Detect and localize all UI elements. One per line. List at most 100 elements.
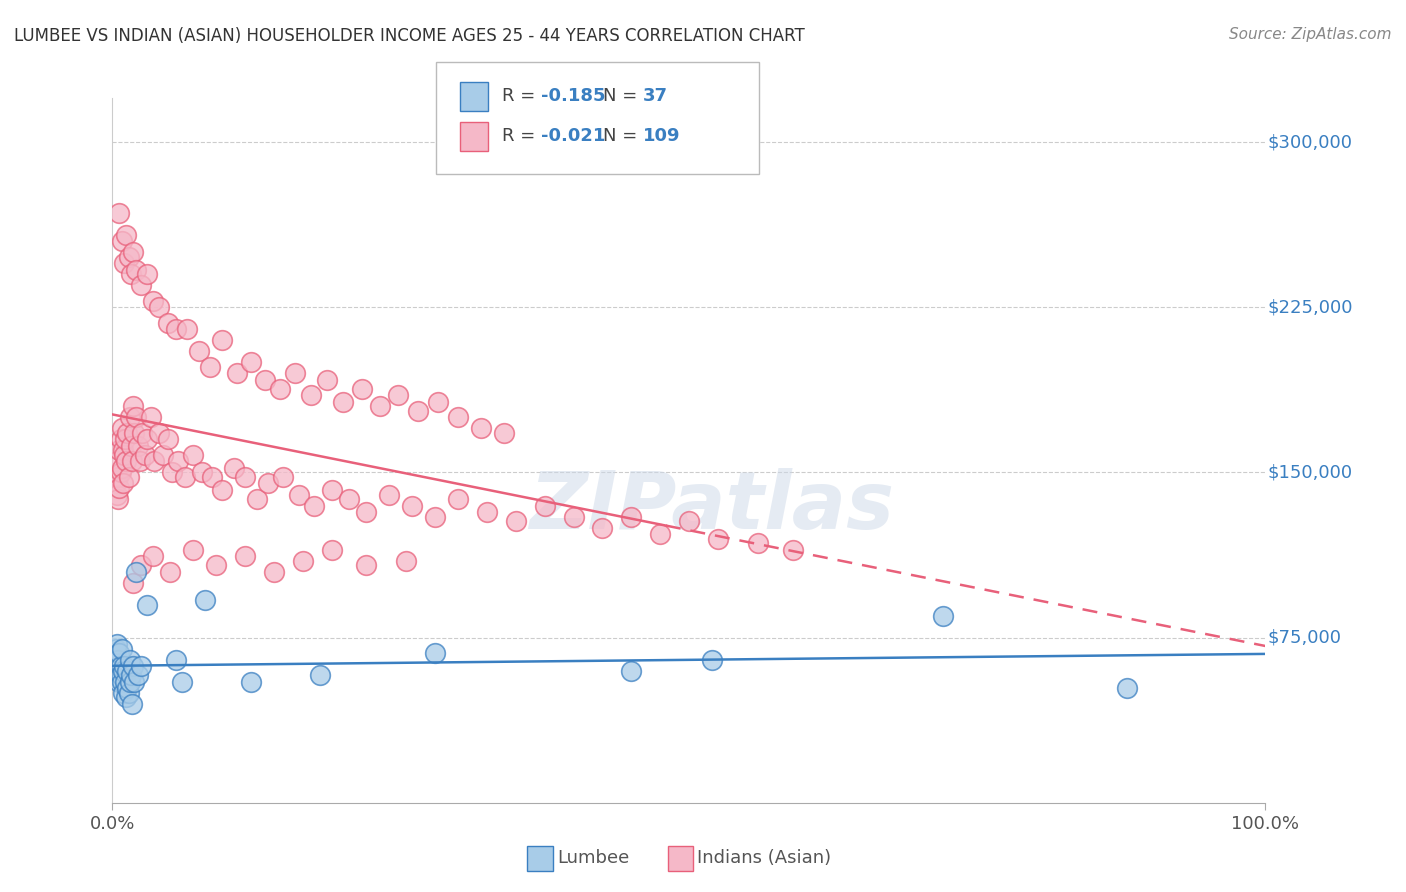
Point bbox=[115, 454, 138, 468]
Point bbox=[105, 487, 128, 501]
Point bbox=[107, 491, 129, 506]
Point bbox=[112, 256, 135, 270]
Point bbox=[304, 499, 326, 513]
Point bbox=[470, 421, 492, 435]
Text: 37: 37 bbox=[643, 87, 668, 105]
Point bbox=[122, 659, 145, 673]
Point bbox=[156, 316, 179, 330]
Point bbox=[117, 664, 139, 678]
Point bbox=[401, 499, 423, 513]
Point bbox=[110, 433, 132, 447]
Point bbox=[494, 425, 516, 440]
Point bbox=[562, 509, 585, 524]
Text: LUMBEE VS INDIAN (ASIAN) HOUSEHOLDER INCOME AGES 25 - 44 YEARS CORRELATION CHART: LUMBEE VS INDIAN (ASIAN) HOUSEHOLDER INC… bbox=[14, 27, 804, 45]
Text: N =: N = bbox=[603, 87, 643, 105]
Point bbox=[447, 410, 470, 425]
Text: $150,000: $150,000 bbox=[1268, 464, 1353, 482]
Point bbox=[233, 549, 256, 564]
Point bbox=[222, 461, 245, 475]
Point bbox=[118, 674, 141, 689]
Point bbox=[108, 443, 131, 458]
Text: $75,000: $75,000 bbox=[1268, 629, 1341, 647]
Point bbox=[124, 425, 146, 440]
Text: R =: R = bbox=[502, 128, 541, 145]
Point bbox=[111, 443, 134, 458]
Point bbox=[148, 301, 170, 315]
Point bbox=[257, 476, 280, 491]
Point bbox=[288, 487, 311, 501]
Point bbox=[200, 359, 222, 374]
Point bbox=[136, 598, 159, 612]
Point bbox=[143, 454, 166, 468]
Point bbox=[156, 433, 179, 447]
Point bbox=[205, 558, 228, 572]
Point bbox=[115, 690, 138, 705]
Text: 109: 109 bbox=[643, 128, 681, 145]
Point bbox=[191, 466, 214, 480]
Point bbox=[105, 637, 128, 651]
Point bbox=[111, 421, 134, 435]
Point bbox=[181, 448, 204, 462]
Point bbox=[111, 686, 134, 700]
Point bbox=[121, 454, 143, 468]
Point bbox=[108, 646, 131, 660]
Point bbox=[136, 433, 159, 447]
Point bbox=[707, 532, 730, 546]
Point bbox=[321, 542, 343, 557]
Point bbox=[117, 250, 139, 264]
Point bbox=[167, 454, 190, 468]
Point bbox=[136, 268, 159, 282]
Point bbox=[181, 542, 204, 557]
Point bbox=[263, 565, 285, 579]
Point bbox=[134, 448, 156, 462]
Point bbox=[108, 205, 131, 219]
Point bbox=[118, 653, 141, 667]
Point bbox=[112, 448, 135, 462]
Point bbox=[110, 466, 132, 480]
Point bbox=[269, 382, 291, 396]
Point bbox=[620, 509, 643, 524]
Point bbox=[246, 491, 269, 506]
Point bbox=[105, 454, 128, 468]
Point bbox=[111, 234, 134, 248]
Point bbox=[534, 499, 557, 513]
Point bbox=[425, 509, 447, 524]
Text: Source: ZipAtlas.com: Source: ZipAtlas.com bbox=[1229, 27, 1392, 42]
Point bbox=[117, 686, 139, 700]
Point bbox=[211, 483, 233, 497]
Point bbox=[425, 646, 447, 660]
Point bbox=[299, 388, 322, 402]
Point bbox=[284, 367, 307, 381]
Point bbox=[291, 553, 314, 567]
Point bbox=[700, 653, 723, 667]
Point bbox=[117, 470, 139, 484]
Point bbox=[309, 668, 332, 682]
Point bbox=[110, 668, 132, 682]
Point bbox=[121, 697, 143, 711]
Point bbox=[139, 410, 162, 425]
Point bbox=[475, 505, 499, 519]
Point bbox=[505, 514, 527, 528]
Point bbox=[124, 674, 146, 689]
Point bbox=[782, 542, 804, 557]
Point bbox=[114, 433, 136, 447]
Text: ZIPatlas: ZIPatlas bbox=[530, 467, 894, 546]
Point bbox=[122, 575, 145, 590]
Point bbox=[931, 608, 953, 623]
Point bbox=[201, 470, 224, 484]
Point bbox=[124, 565, 146, 579]
Point bbox=[747, 536, 769, 550]
Point bbox=[211, 334, 233, 348]
Point bbox=[122, 245, 145, 260]
Point bbox=[620, 664, 643, 678]
Point bbox=[148, 425, 170, 440]
Point bbox=[107, 470, 129, 484]
Point bbox=[316, 373, 339, 387]
Text: $300,000: $300,000 bbox=[1268, 133, 1353, 151]
Point bbox=[142, 549, 165, 564]
Point bbox=[387, 388, 409, 402]
Point bbox=[142, 293, 165, 308]
Point bbox=[117, 425, 139, 440]
Point bbox=[127, 439, 149, 453]
Point bbox=[127, 668, 149, 682]
